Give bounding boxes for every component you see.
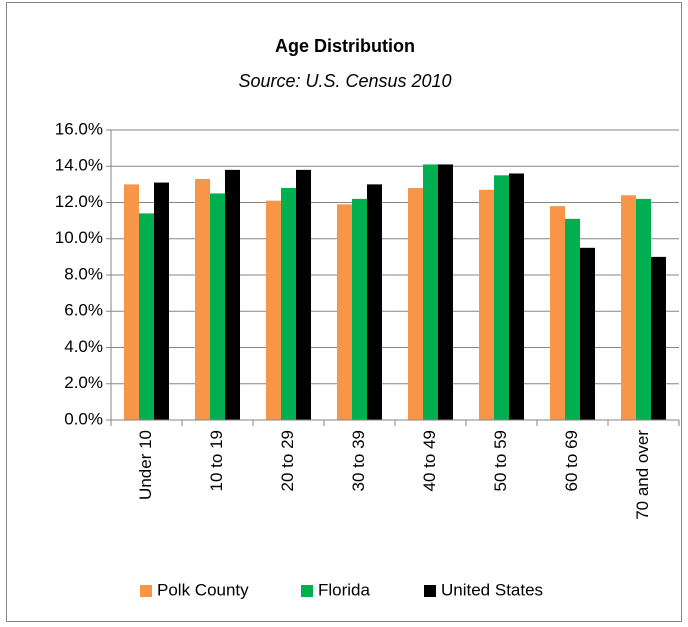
y-tick-label: 2.0% xyxy=(64,373,103,392)
bar xyxy=(550,206,565,420)
y-tick-label: 14.0% xyxy=(55,156,103,175)
bar xyxy=(423,164,438,420)
bar xyxy=(296,169,311,420)
bar xyxy=(479,189,494,420)
x-tick-label: 70 and over xyxy=(633,430,652,520)
y-tick-label: 10.0% xyxy=(55,228,103,247)
x-tick-label: Under 10 xyxy=(136,430,155,500)
bar xyxy=(494,175,509,420)
x-tick-label: 40 to 49 xyxy=(420,430,439,491)
x-tick-label: 60 to 69 xyxy=(562,430,581,491)
bar xyxy=(367,184,382,420)
bar xyxy=(509,173,524,420)
bar xyxy=(266,200,281,420)
bar xyxy=(408,188,423,420)
bar xyxy=(210,193,225,420)
legend-swatch xyxy=(140,585,152,597)
bar xyxy=(621,195,636,420)
x-tick-label: 20 to 29 xyxy=(278,430,297,491)
bar xyxy=(195,178,210,420)
y-tick-label: 12.0% xyxy=(55,192,103,211)
bar xyxy=(651,256,666,420)
bar xyxy=(337,204,352,420)
y-tick-label: 8.0% xyxy=(64,264,103,283)
y-tick-label: 0.0% xyxy=(64,409,103,428)
bar xyxy=(139,213,154,420)
bar xyxy=(225,169,240,420)
legend-swatch xyxy=(301,585,313,597)
chart-title: Age Distribution xyxy=(275,36,415,56)
x-tick-label: 50 to 59 xyxy=(491,430,510,491)
bar xyxy=(124,184,139,420)
x-tick-label: 10 to 19 xyxy=(207,430,226,491)
legend-label: Florida xyxy=(318,580,371,599)
legend-swatch xyxy=(424,585,436,597)
bar xyxy=(438,164,453,420)
bar xyxy=(154,182,169,420)
bar xyxy=(580,247,595,420)
bar xyxy=(565,218,580,420)
y-tick-label: 6.0% xyxy=(64,301,103,320)
bar xyxy=(281,188,296,420)
chart-subtitle: Source: U.S. Census 2010 xyxy=(238,71,451,91)
bar xyxy=(636,198,651,420)
x-tick-label: 30 to 39 xyxy=(349,430,368,491)
legend-label: United States xyxy=(441,580,543,599)
legend-label: Polk County xyxy=(157,580,249,599)
y-tick-label: 4.0% xyxy=(64,337,103,356)
y-tick-label: 16.0% xyxy=(55,119,103,138)
bar xyxy=(352,198,367,420)
